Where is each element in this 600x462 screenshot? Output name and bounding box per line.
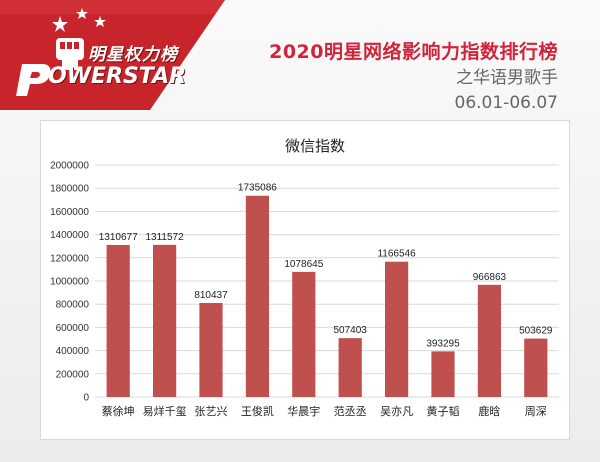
- star-icons: [52, 8, 106, 32]
- bars: [106, 195, 548, 397]
- y-tick-label: 1400000: [50, 230, 89, 241]
- date-range: 06.01-06.07: [454, 93, 558, 113]
- y-tick-label: 1000000: [50, 277, 89, 288]
- y-tick-label: 1600000: [50, 207, 89, 218]
- data-label: 966863: [473, 272, 507, 283]
- bar: [338, 338, 362, 397]
- bar: [199, 302, 223, 397]
- bar: [106, 244, 130, 397]
- data-label: 1311572: [145, 232, 184, 243]
- bar-chart: 微信指数 0 200000 400000 600000 800000 1000000 120…: [50, 137, 559, 418]
- logo-cn-text: 明星权力榜: [88, 45, 178, 65]
- bar: [431, 351, 455, 397]
- y-tick-label: 400000: [56, 346, 90, 357]
- data-label: 1735086: [238, 183, 277, 194]
- star-icon: [76, 8, 88, 19]
- page-subtitle: 之华语男歌手: [456, 68, 558, 88]
- logo-en-text: OWERSTAR: [48, 64, 187, 89]
- letter-p-icon: [16, 64, 51, 96]
- y-tick-label: 200000: [56, 369, 90, 380]
- category-label: 黄子韬: [427, 404, 460, 418]
- banner-shape: [0, 0, 225, 110]
- data-labels: 1310677 1311572 810437 1735086 1078645 507403…: [99, 183, 553, 350]
- bar: [385, 261, 409, 397]
- star-icon: [52, 16, 68, 32]
- page-title: 2020明星网络影响力指数排行榜: [269, 41, 558, 63]
- bar: [292, 271, 316, 397]
- brand-banner: [0, 0, 225, 110]
- category-labels: 蔡徐坤 易烊千玺 张艺兴 王俊凯 华晨宇 范丞丞 吴亦凡 黄子韬 鹿晗 周深: [102, 404, 547, 418]
- category-label: 鹿晗: [478, 404, 500, 418]
- category-label: 蔡徐坤: [102, 404, 135, 418]
- y-tick-label: 1200000: [50, 253, 89, 264]
- data-label: 810437: [194, 290, 228, 301]
- chart-panel: 微信指数 0 200000 400000 600000 800000 1000000 120…: [40, 120, 570, 440]
- category-label: 张艺兴: [195, 405, 228, 418]
- chart-title: 微信指数: [285, 137, 345, 155]
- header: 2020明星网络影响力指数排行榜 之华语男歌手 06.01-06.07: [269, 40, 558, 114]
- category-label: 华晨宇: [287, 404, 320, 418]
- data-label: 1310677: [99, 232, 138, 243]
- y-tick-label: 1800000: [50, 184, 89, 195]
- category-label: 吴亦凡: [380, 404, 413, 418]
- data-label: 393295: [426, 338, 460, 349]
- category-label: 易烊千玺: [143, 404, 187, 418]
- y-axis-ticks: 0 200000 400000 600000 800000 1000000 1200000 1…: [50, 161, 89, 404]
- data-label: 1166546: [377, 249, 416, 260]
- y-tick-label: 0: [83, 393, 89, 404]
- category-label: 王俊凯: [241, 404, 274, 418]
- data-label: 503629: [519, 326, 553, 337]
- brand-logo: 明星权力榜 OWERSTAR: [0, 0, 225, 110]
- data-label: 507403: [334, 325, 368, 336]
- bar: [153, 244, 177, 397]
- bar: [524, 338, 548, 397]
- data-label: 1078645: [284, 259, 323, 270]
- bar: [477, 284, 501, 397]
- category-label: 周深: [525, 405, 547, 418]
- y-tick-label: 2000000: [50, 161, 89, 172]
- category-label: 范丞丞: [334, 404, 367, 418]
- y-tick-label: 600000: [56, 323, 90, 334]
- star-icon: [94, 16, 106, 27]
- y-tick-label: 800000: [56, 300, 90, 311]
- banner-highlight: [0, 0, 225, 14]
- bar: [245, 195, 269, 397]
- fist-icon: [56, 38, 84, 70]
